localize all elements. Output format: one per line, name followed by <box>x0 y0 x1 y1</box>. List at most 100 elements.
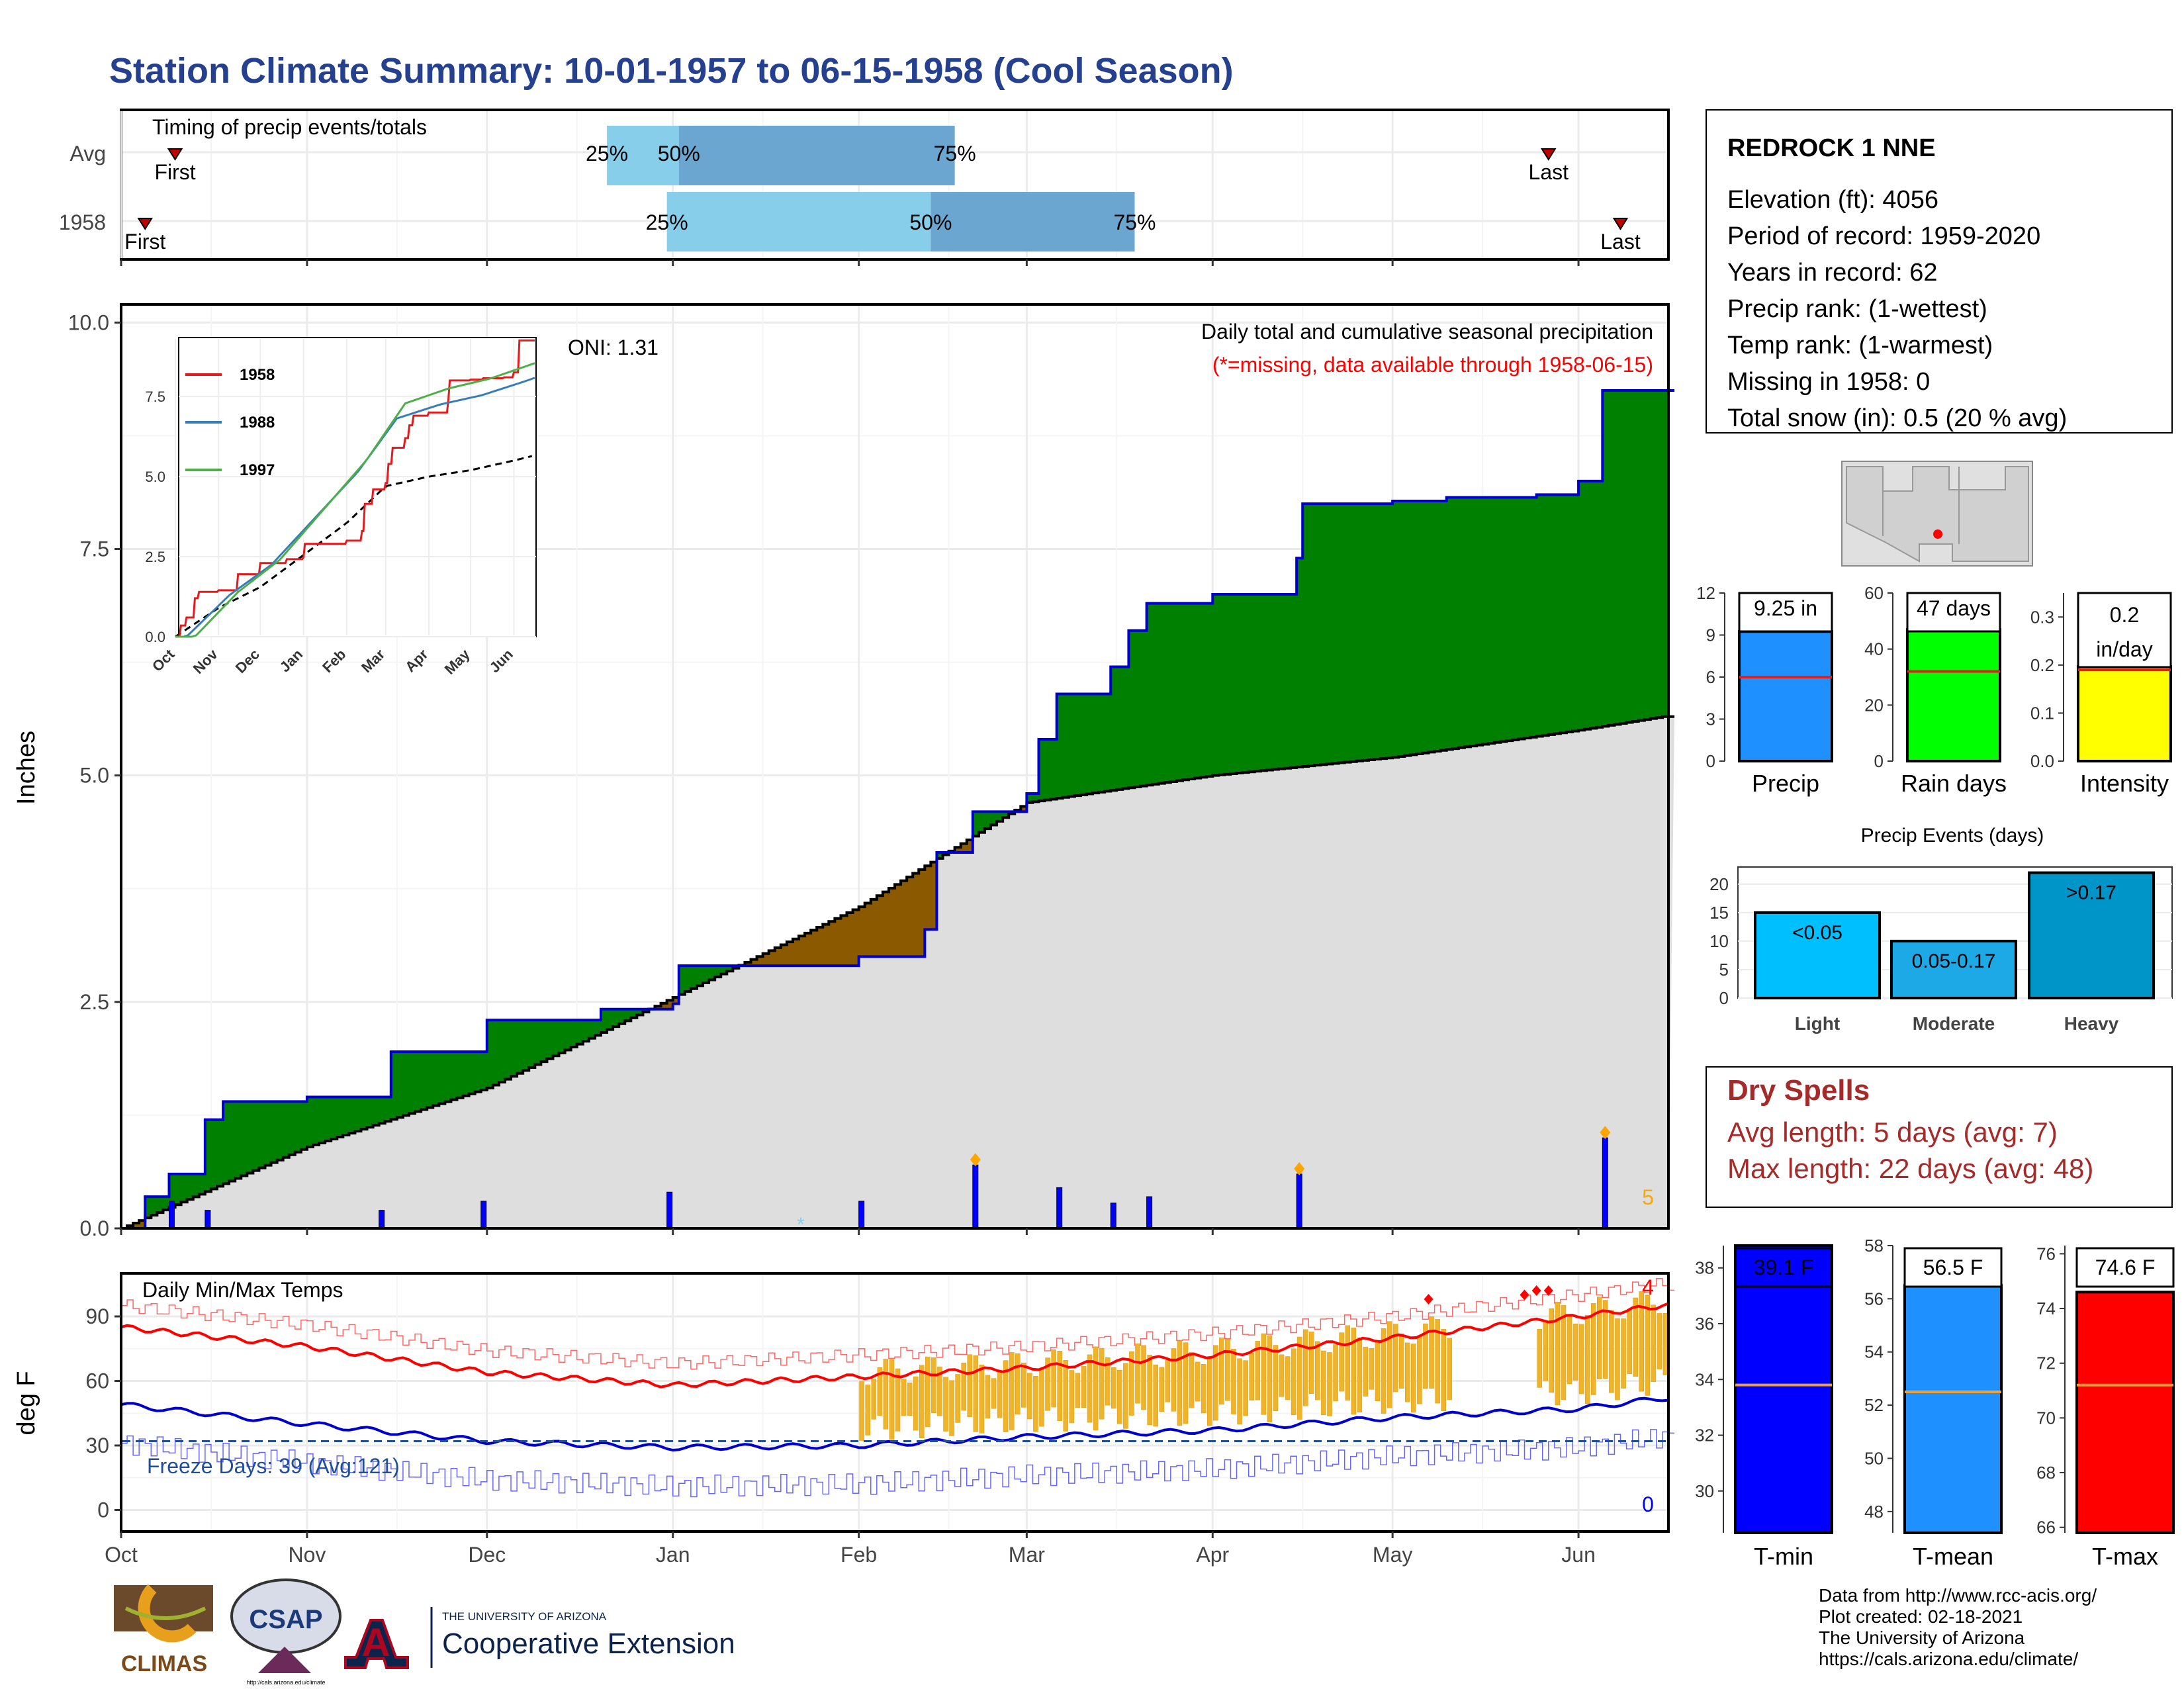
precip-departure-bar <box>1404 501 1411 756</box>
daily-temp-range-bar <box>1135 1344 1140 1403</box>
daily-temp-range-bar <box>1195 1362 1200 1401</box>
precip-departure-bar <box>1326 504 1333 764</box>
precip-departure-bar <box>913 874 919 957</box>
temp-bar-t-mean <box>1905 1285 2001 1533</box>
precip-departure-bar <box>1314 504 1321 765</box>
precip-departure-bar <box>493 1020 500 1085</box>
timing-row-label-avg: Avg <box>69 142 106 165</box>
daily-temp-range-bar <box>1027 1373 1032 1419</box>
temp-bar-ytick-label: 58 <box>1864 1236 1884 1256</box>
month-tick-label: Nov <box>288 1543 326 1567</box>
temp-bar-value-label: 56.5 F <box>1923 1256 1983 1279</box>
daily-temp-range-bar <box>860 1381 864 1441</box>
precip-departure-bar <box>343 1097 349 1135</box>
temp-bar-ytick-label: 72 <box>2036 1353 2056 1373</box>
precip-departure-bar <box>1555 494 1561 733</box>
daily-temp-range-bar <box>950 1381 954 1436</box>
precip-departure-bar <box>1051 739 1058 800</box>
precip-departure-bar <box>397 1052 404 1117</box>
precip-departure-bar <box>271 1101 278 1162</box>
temp-bar-ytick-label: 66 <box>2036 1518 2056 1537</box>
precip-departure-bar <box>247 1101 253 1173</box>
events-ytick-label: 20 <box>1709 874 1729 894</box>
precip-departure-bar <box>859 907 866 956</box>
precip-departure-bar <box>865 903 872 957</box>
credit-line: https://cals.arizona.edu/climate/ <box>1819 1649 2078 1669</box>
daily-temp-range-bar <box>1561 1305 1566 1400</box>
precip-departure-bar <box>241 1101 248 1175</box>
credit-line: Plot created: 02-18-2021 <box>1819 1606 2023 1627</box>
precip-departure-bar <box>1099 694 1105 792</box>
summary-ytick-label: 60 <box>1864 583 1884 603</box>
precip-departure-bar <box>1045 739 1052 800</box>
precip-departure-bar <box>805 933 811 966</box>
dry-spells-max: Max length: 22 days (avg: 48) <box>1727 1153 2093 1184</box>
daily-temp-range-bar <box>1291 1349 1296 1415</box>
precip-departure-bar <box>1465 498 1471 747</box>
daily-temp-range-bar <box>1387 1322 1392 1408</box>
precip-departure-bar <box>1122 666 1129 788</box>
precip-departure-bar <box>277 1101 284 1160</box>
precip-departure-bar <box>1416 501 1423 754</box>
summary-bar-name: Precip <box>1752 770 1819 797</box>
precip-departure-bar <box>841 915 847 966</box>
precip-departure-bar <box>1189 604 1195 779</box>
temp-bar-ytick-label: 52 <box>1864 1395 1884 1415</box>
station-name: REDROCK 1 NNE <box>1727 134 1936 162</box>
precip-departure-bar <box>1116 666 1123 789</box>
temp-bar-ytick-label: 56 <box>1864 1289 1884 1308</box>
daily-temp-range-bar <box>1093 1347 1098 1430</box>
precip-departure-bar <box>1171 604 1177 782</box>
daily-temp-range-bar <box>1207 1357 1212 1426</box>
daily-precip-bar <box>379 1211 385 1228</box>
daily-temp-range-bar <box>1369 1348 1374 1389</box>
precip-departure-bar <box>1369 504 1375 760</box>
climas-text: CLIMAS <box>121 1651 207 1676</box>
summary-bar-2 <box>2078 666 2171 761</box>
events-ytick-label: 0 <box>1719 988 1729 1008</box>
precip-missing-note: (*=missing, data available through 1958-… <box>1212 353 1653 377</box>
precip-departure-bar <box>1639 390 1645 721</box>
timing-title: Timing of precip events/totals <box>152 115 427 139</box>
precip-departure-bar <box>901 881 907 957</box>
first-label: First <box>154 160 195 184</box>
precip-departure-bar <box>229 1101 236 1181</box>
precip-departure-bar <box>1063 694 1069 798</box>
temp-bar-value-label: 39.1 F <box>1754 1256 1814 1279</box>
precip-departure-bar <box>1429 501 1435 752</box>
daily-temp-range-bar <box>1345 1326 1350 1400</box>
precip-departure-bar <box>1351 504 1357 762</box>
summary-ytick-label: 0 <box>1706 751 1715 771</box>
events-ytick-label: 15 <box>1709 903 1729 923</box>
daily-temp-range-bar <box>985 1375 990 1418</box>
page-title: Station Climate Summary: 10-01-1957 to 0… <box>109 51 1234 91</box>
precip-departure-bar <box>829 921 835 966</box>
cold-count: 0 <box>1642 1492 1654 1516</box>
precip-departure-bar <box>1459 498 1465 748</box>
precip-ylabel: Inches <box>13 731 40 805</box>
daily-temp-range-bar <box>1171 1348 1176 1411</box>
daily-temp-range-bar <box>1244 1361 1248 1416</box>
daily-temp-range-bar <box>1334 1344 1338 1400</box>
precip-departure-bar <box>1477 498 1483 745</box>
inset-legend-label: 1958 <box>240 366 275 384</box>
precip-departure-bar <box>295 1101 302 1152</box>
daily-temp-range-bar <box>1285 1357 1290 1400</box>
daily-temp-range-bar <box>889 1359 894 1440</box>
precip-departure-bar <box>211 1120 218 1189</box>
precip-departure-bar <box>1195 604 1201 778</box>
summary-ytick-label: 40 <box>1864 639 1884 659</box>
daily-temp-range-bar <box>1543 1320 1548 1381</box>
precip-departure-bar <box>1243 594 1250 772</box>
summary-ytick-label: 3 <box>1706 709 1715 729</box>
daily-precip-bar <box>1602 1138 1608 1228</box>
precip-departure-bar <box>1308 504 1315 766</box>
precip-departure-bar <box>799 936 805 966</box>
summary-ytick-label: 0 <box>1874 751 1884 771</box>
precip-departure-bar <box>409 1052 416 1113</box>
precip-departure-bar <box>1183 604 1189 780</box>
summary-ytick-label: 9 <box>1706 625 1715 645</box>
month-tick-label: Apr <box>1196 1543 1229 1567</box>
daily-temp-range-bar <box>1039 1369 1044 1426</box>
